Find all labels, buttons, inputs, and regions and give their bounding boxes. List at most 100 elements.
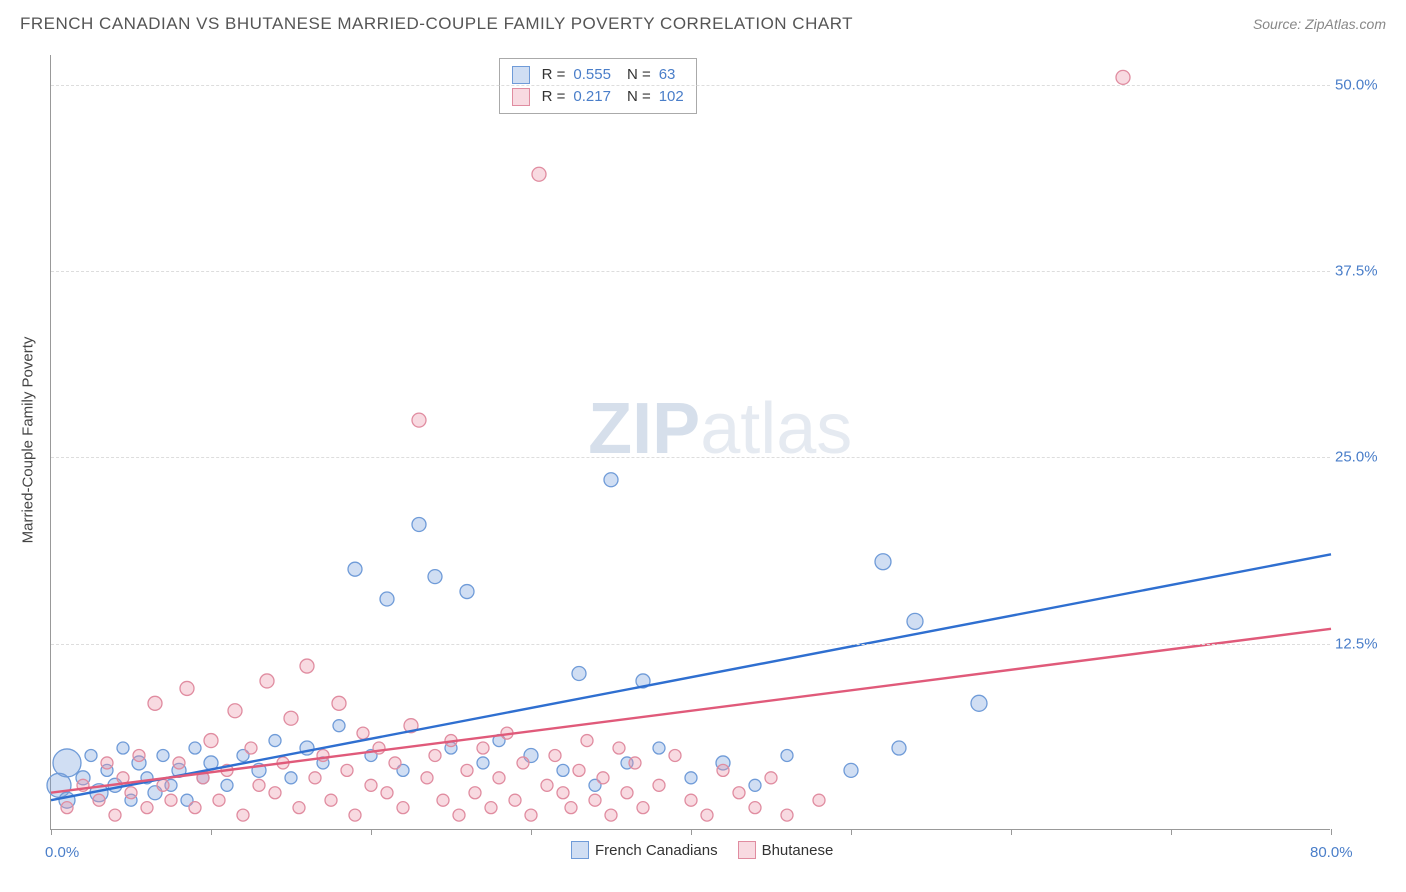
data-point-bh <box>148 696 162 710</box>
chart-svg <box>51 55 1330 829</box>
data-point-fc <box>604 473 618 487</box>
data-point-bh <box>349 809 361 821</box>
x-tick <box>1331 829 1332 835</box>
data-point-bh <box>389 757 401 769</box>
trend-line-bh <box>51 629 1331 793</box>
data-point-fc <box>221 779 233 791</box>
data-point-bh <box>733 787 745 799</box>
data-point-bh <box>357 727 369 739</box>
legend-N-value-fc: 63 <box>659 64 676 86</box>
data-point-fc <box>685 772 697 784</box>
legend-R-value-bh: 0.217 <box>573 86 611 108</box>
data-point-fc <box>749 779 761 791</box>
gridline <box>51 457 1330 458</box>
data-point-bh <box>437 794 449 806</box>
data-point-bh <box>133 749 145 761</box>
data-point-bh <box>485 802 497 814</box>
x-tick <box>1171 829 1172 835</box>
data-point-bh <box>517 757 529 769</box>
data-point-bh <box>260 674 274 688</box>
data-point-bh <box>613 742 625 754</box>
data-point-fc <box>477 757 489 769</box>
data-point-fc <box>460 585 474 599</box>
data-point-bh <box>509 794 521 806</box>
y-tick-label: 25.0% <box>1335 449 1395 466</box>
data-point-bh <box>565 802 577 814</box>
data-point-bh <box>332 696 346 710</box>
data-point-bh <box>749 802 761 814</box>
legend-series-label-fc: French Canadians <box>595 842 718 859</box>
data-point-fc <box>333 720 345 732</box>
legend-R-label: R = <box>542 86 566 108</box>
data-point-bh <box>309 772 321 784</box>
data-point-bh <box>300 659 314 673</box>
data-point-bh <box>245 742 257 754</box>
data-point-bh <box>421 772 433 784</box>
data-point-bh <box>141 802 153 814</box>
data-point-bh <box>180 681 194 695</box>
data-point-fc <box>285 772 297 784</box>
data-point-bh <box>109 809 121 821</box>
data-point-fc <box>971 695 987 711</box>
data-point-bh <box>397 802 409 814</box>
gridline <box>51 644 1330 645</box>
y-tick-label: 50.0% <box>1335 76 1395 93</box>
legend-swatch-fc <box>571 841 589 859</box>
data-point-fc <box>157 749 169 761</box>
data-point-bh <box>461 764 473 776</box>
legend-correlation-row-bh: R =0.217N =102 <box>512 86 684 108</box>
source-label: Source: <box>1253 16 1305 32</box>
data-point-bh <box>493 772 505 784</box>
data-point-bh <box>573 764 585 776</box>
data-point-fc <box>412 517 426 531</box>
data-point-bh <box>93 794 105 806</box>
data-point-fc <box>892 741 906 755</box>
data-point-bh <box>204 734 218 748</box>
data-point-bh <box>269 787 281 799</box>
data-point-fc <box>572 667 586 681</box>
legend-R-value-fc: 0.555 <box>573 64 611 86</box>
data-point-bh <box>341 764 353 776</box>
data-point-bh <box>213 794 225 806</box>
data-point-bh <box>253 779 265 791</box>
data-point-bh <box>173 757 185 769</box>
chart-source: Source: ZipAtlas.com <box>1253 16 1386 32</box>
data-point-bh <box>637 802 649 814</box>
data-point-fc <box>380 592 394 606</box>
y-tick-label: 12.5% <box>1335 635 1395 652</box>
data-point-bh <box>525 809 537 821</box>
legend-swatch-fc <box>512 66 530 84</box>
data-point-bh <box>765 772 777 784</box>
data-point-bh <box>597 772 609 784</box>
data-point-fc <box>781 749 793 761</box>
data-point-bh <box>325 794 337 806</box>
plot-area: ZIPatlas R =0.555N =63R =0.217N =102 Fre… <box>50 55 1330 830</box>
data-point-bh <box>717 764 729 776</box>
x-tick <box>1011 829 1012 835</box>
legend-correlation-row-fc: R =0.555N =63 <box>512 64 684 86</box>
legend-series-item-fc: French Canadians <box>571 841 718 859</box>
x-axis-min-label: 0.0% <box>45 844 79 861</box>
data-point-bh <box>125 787 137 799</box>
data-point-fc <box>117 742 129 754</box>
data-point-bh <box>781 809 793 821</box>
data-point-bh <box>532 167 546 181</box>
data-point-fc <box>907 613 923 629</box>
data-point-fc <box>85 749 97 761</box>
data-point-fc <box>348 562 362 576</box>
legend-N-label: N = <box>627 86 651 108</box>
data-point-bh <box>813 794 825 806</box>
data-point-fc <box>875 554 891 570</box>
data-point-bh <box>365 779 377 791</box>
data-point-bh <box>412 413 426 427</box>
gridline <box>51 271 1330 272</box>
data-point-bh <box>581 735 593 747</box>
x-tick <box>371 829 372 835</box>
data-point-bh <box>453 809 465 821</box>
data-point-bh <box>605 809 617 821</box>
data-point-bh <box>1116 70 1130 84</box>
legend-series-item-bh: Bhutanese <box>738 841 834 859</box>
data-point-bh <box>228 704 242 718</box>
data-point-fc <box>189 742 201 754</box>
data-point-bh <box>381 787 393 799</box>
